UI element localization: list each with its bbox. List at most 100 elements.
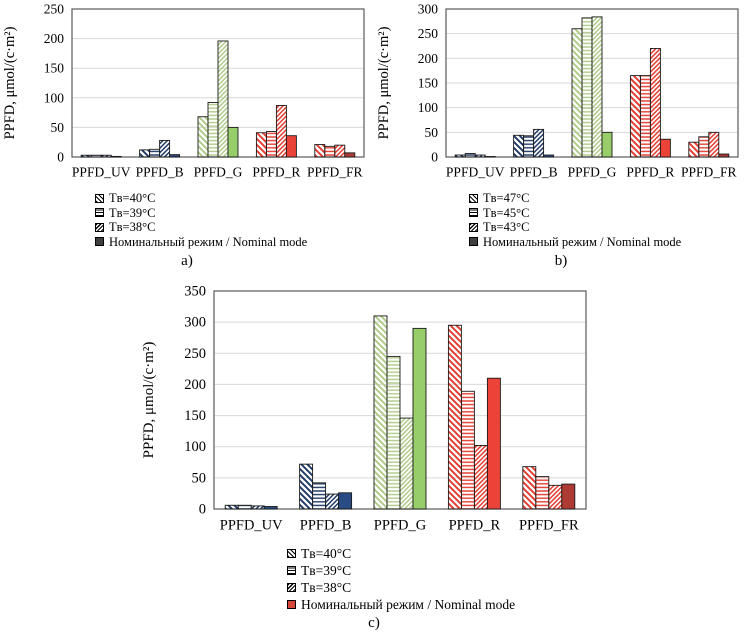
x-category-label: PPFD_B <box>510 165 558 180</box>
bar <box>475 155 485 157</box>
bar <box>170 155 180 157</box>
bar <box>256 133 266 157</box>
x-category-label: PPFD_R <box>626 165 674 180</box>
y-tick-label: 300 <box>184 315 206 331</box>
bar <box>544 155 554 157</box>
bar <box>374 316 387 509</box>
bar <box>208 103 218 157</box>
bar <box>276 106 286 158</box>
bar <box>218 41 228 157</box>
y-axis-title: PPFD, μmol/(с·m²) <box>141 342 157 459</box>
x-category-label: PPFD_FR <box>519 518 579 534</box>
x-category-label: PPFD_FR <box>681 165 737 180</box>
x-category-label: PPFD_G <box>194 165 243 180</box>
bar <box>238 505 251 509</box>
legend-marker-diag-up-icon <box>95 223 104 232</box>
bar <box>345 153 355 157</box>
bar <box>602 132 612 157</box>
bar <box>709 132 719 157</box>
legend-marker-diag-up-icon <box>287 583 296 592</box>
bar <box>266 132 276 157</box>
bar <box>719 154 729 157</box>
bar <box>251 506 264 509</box>
legend-label: Tв=39°C <box>109 206 155 221</box>
legend-item: Tв=45°C <box>469 206 748 221</box>
legend-marker-horizontal-icon <box>469 208 478 217</box>
bar <box>660 139 670 157</box>
legend-marker-diag-down-icon <box>95 194 104 203</box>
legend-label: Номинальный режим / Nominal mode <box>109 235 307 250</box>
chart-b-caption: b) <box>374 253 748 270</box>
legend-item: Номинальный режим / Nominal mode <box>95 235 374 250</box>
bar <box>536 477 549 509</box>
bar <box>524 136 534 157</box>
legend-item: Номинальный режим / Nominal mode <box>469 235 748 250</box>
bar <box>689 142 699 157</box>
legend-label: Tв=45°C <box>483 206 529 221</box>
legend-marker-diag-down-icon <box>287 549 296 558</box>
legend-item: Tв=40°C <box>287 545 609 562</box>
legend-marker-diag-down-icon <box>469 194 478 203</box>
y-tick-label: 0 <box>57 150 64 165</box>
bar <box>549 485 562 509</box>
legend-item: Tв=47°C <box>469 191 748 206</box>
y-tick-label: 200 <box>44 31 65 46</box>
bar <box>592 17 602 157</box>
legend-item: Tв=39°C <box>287 562 609 579</box>
x-category-label: PPFD_UV <box>446 165 505 180</box>
y-tick-label: 100 <box>184 439 206 455</box>
bar <box>448 325 461 509</box>
y-tick-label: 200 <box>418 51 439 66</box>
y-axis-title: PPFD, μmol/(с·m²) <box>2 26 18 139</box>
y-tick-label: 350 <box>184 284 206 300</box>
bars-group <box>455 17 729 157</box>
bar <box>640 76 650 157</box>
bar <box>572 29 582 157</box>
y-tick-label: 100 <box>418 100 439 115</box>
legend-item: Номинальный режим / Nominal mode <box>287 596 609 613</box>
y-tick-label: 0 <box>431 150 438 165</box>
legend-label: Tв=38°C <box>301 579 351 596</box>
x-category-label: PPFD_FR <box>307 165 363 180</box>
bar <box>315 145 325 157</box>
y-axis-title: PPFD, μmol/(с·m²) <box>376 26 392 139</box>
bar <box>455 155 465 157</box>
chart-a-caption: a) <box>0 253 374 270</box>
legend-label: Tв=40°C <box>109 191 155 206</box>
y-tick-label: 250 <box>184 346 206 362</box>
y-tick-label: 50 <box>425 125 439 140</box>
bar <box>160 140 170 157</box>
bar <box>474 445 487 509</box>
bar <box>514 135 524 157</box>
legend-item: Tв=38°C <box>287 579 609 596</box>
legend-label: Tв=47°C <box>483 191 529 206</box>
y-tick-label: 50 <box>192 470 207 486</box>
legend-marker-solid-icon <box>287 600 296 609</box>
x-category-label: PPFD_B <box>300 518 352 534</box>
legend-label: Tв=43°C <box>483 220 529 235</box>
bar <box>225 505 238 509</box>
legend-marker-horizontal-icon <box>287 566 296 575</box>
x-category-label: PPFD_G <box>568 165 617 180</box>
y-tick-label: 100 <box>44 90 65 105</box>
bar <box>335 145 345 157</box>
x-category-label: PPFD_G <box>374 518 427 534</box>
bar <box>286 136 296 157</box>
y-tick-label: 0 <box>199 502 206 518</box>
legend-item: Tв=39°C <box>95 206 374 221</box>
bar <box>81 155 91 157</box>
legend-item: Tв=38°C <box>95 220 374 235</box>
bar <box>228 127 238 157</box>
bar <box>650 48 660 157</box>
y-tick-label: 150 <box>44 61 65 76</box>
x-category-label: PPFD_UV <box>72 165 131 180</box>
